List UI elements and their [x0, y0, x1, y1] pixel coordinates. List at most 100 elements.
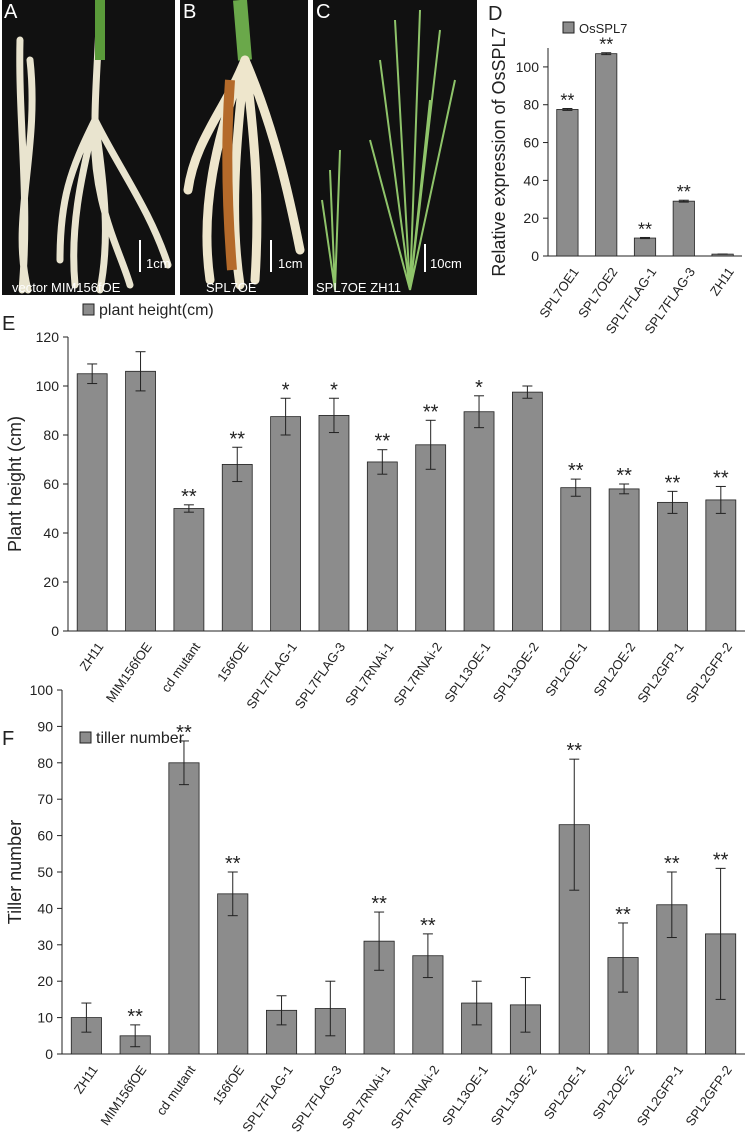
panel-label: C: [316, 1, 330, 23]
x-tick-label: SPL7RNAi-2: [390, 640, 445, 709]
x-tick-label: SPL13OE-1: [439, 1063, 491, 1128]
error-bar: [715, 485, 726, 514]
y-axis-label: Relative expression of OsSPL7: [489, 27, 509, 276]
bar: [125, 370, 156, 632]
y-tick-label: 60: [43, 476, 59, 492]
x-tick-label: SPL13OE-2: [488, 1063, 540, 1128]
y-tick-label: 20: [523, 210, 539, 226]
error-bar: [522, 385, 533, 399]
error-bar: [325, 980, 336, 1037]
photo-c: C SPL7OE ZH11 10cm: [313, 0, 477, 295]
x-tick-label: 156fOE: [214, 639, 252, 684]
bar: [608, 488, 640, 632]
x-tick-label: SPL7FLAG-3: [292, 640, 349, 712]
x-tick-label: SPL2OE-2: [589, 1063, 637, 1123]
error-bar: [328, 397, 339, 434]
error-bar: [178, 740, 189, 786]
significance-label: *: [330, 379, 338, 401]
panel-label: B: [183, 1, 196, 23]
error-bar: [474, 395, 485, 429]
y-tick-label: 0: [51, 623, 59, 639]
significance-label: **: [420, 915, 436, 937]
error-bar: [232, 446, 243, 483]
error-bar: [667, 490, 678, 514]
error-bar: [520, 977, 531, 1033]
bar: [657, 501, 688, 632]
x-tick-label: SPL2GFP-1: [634, 640, 686, 706]
x-tick-label: SPL7FLAG-1: [239, 1063, 296, 1135]
bar: [705, 499, 737, 632]
y-tick-label: 100: [30, 682, 54, 698]
significance-label: **: [615, 904, 631, 926]
x-tick-label: SPL7RNAi-1: [342, 640, 397, 709]
y-tick-label: 40: [37, 900, 53, 916]
error-bar: [619, 483, 630, 495]
y-tick-label: 80: [43, 427, 59, 443]
significance-label: **: [560, 91, 574, 111]
error-bar: [81, 1002, 92, 1033]
error-bar: [280, 397, 291, 436]
y-tick-label: 10: [37, 1010, 53, 1026]
bar: [270, 416, 301, 632]
bar: [366, 461, 398, 632]
photo-a: A vector MIM156fOE 1cm: [2, 0, 175, 295]
significance-label: **: [229, 428, 245, 450]
panel-label: A: [4, 1, 18, 23]
significance-label: **: [638, 219, 652, 239]
significance-label: **: [665, 472, 681, 494]
y-tick-label: 70: [37, 791, 53, 807]
x-tick-label: SPL7FLAG-1: [243, 640, 300, 712]
bar: [168, 762, 200, 1055]
y-tick-label: 90: [37, 718, 53, 734]
error-bar: [374, 911, 385, 971]
error-bar: [569, 758, 580, 891]
y-tick-label: 30: [37, 937, 53, 953]
bar: [217, 893, 249, 1055]
bar-chart: D 0 20 40 60 80 100 Relative expression of OsSP…: [488, 3, 742, 337]
x-tick-label: SPL2GFP-2: [683, 640, 735, 706]
y-tick-label: 100: [516, 59, 540, 75]
x-tick-label: SPL2GFP-2: [682, 1063, 734, 1129]
significance-label: **: [599, 35, 613, 55]
legend-label: OsSPL7: [579, 21, 627, 36]
x-tick-label: MIM156fOE: [97, 1062, 149, 1128]
significance-label: **: [225, 853, 241, 875]
legend-swatch: [79, 731, 92, 744]
y-tick-label: 100: [36, 378, 60, 394]
error-bar: [640, 236, 650, 240]
significance-label: *: [282, 379, 290, 401]
x-tick-label: cd mutant: [153, 1062, 198, 1118]
y-tick-label: 20: [43, 574, 59, 590]
y-tick-label: 0: [45, 1046, 53, 1062]
y-axis-label: Tiller number: [5, 820, 25, 924]
bar: [76, 373, 108, 632]
significance-label: **: [677, 182, 691, 202]
photo-caption: SPL7OE ZH11: [316, 280, 401, 295]
error-bar: [422, 933, 433, 979]
legend-label: tiller number: [96, 730, 185, 747]
y-tick-label: 60: [37, 828, 53, 844]
bar: [221, 463, 253, 632]
significance-label: **: [375, 431, 391, 453]
x-tick-label: cd mutant: [158, 639, 203, 695]
legend-swatch: [82, 303, 95, 316]
significance-label: **: [423, 401, 439, 423]
y-tick-label: 40: [523, 172, 539, 188]
photo-b: B SPL7OE 1cm: [180, 0, 308, 295]
x-tick-label: ZH11: [707, 265, 737, 299]
x-tick-label: SPL13OE-2: [490, 640, 542, 705]
x-tick-label: SPL2GFP-1: [634, 1063, 686, 1129]
photo-caption: SPL7OE: [206, 280, 257, 295]
error-bar: [227, 871, 238, 917]
error-bar: [601, 52, 612, 56]
bar: [556, 109, 579, 257]
significance-label: **: [713, 467, 729, 489]
panel-label: F: [2, 728, 14, 750]
significance-label: **: [127, 1006, 143, 1028]
legend-swatch: [562, 21, 575, 34]
x-tick-label: SPL7RNAi-1: [339, 1063, 394, 1132]
error-bar: [183, 504, 194, 513]
error-bar: [570, 478, 581, 497]
y-axis-label: Plant height (cm): [5, 416, 25, 552]
